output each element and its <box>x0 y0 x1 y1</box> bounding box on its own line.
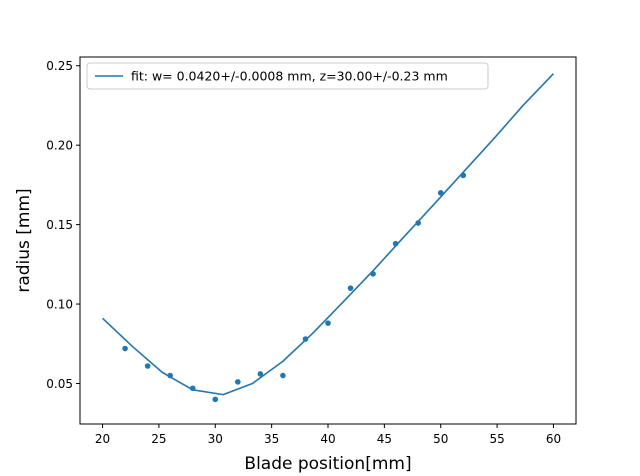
legend: fit: w= 0.0420+/-0.0008 mm, z=30.00+/-0.… <box>86 62 489 90</box>
legend-label: fit: w= 0.0420+/-0.0008 mm, z=30.00+/-0.… <box>131 69 448 84</box>
data-point <box>325 320 331 326</box>
x-tick-label: 20 <box>95 432 110 446</box>
y-tick-label: 0.15 <box>46 218 73 232</box>
x-tick-label: 45 <box>377 432 392 446</box>
data-point <box>347 285 354 291</box>
x-tick-label: 30 <box>208 432 223 446</box>
x-tick-label: 35 <box>264 432 279 446</box>
x-tick-label: 55 <box>489 432 504 446</box>
x-tick-label: 40 <box>320 432 335 446</box>
axes: 20 25 30 35 40 45 50 55 60 0.05 0.10 0.15 0.20 0.25 <box>46 56 577 446</box>
legend-box <box>86 62 489 90</box>
x-tick-label: 60 <box>546 432 561 446</box>
y-tick-label: 0.05 <box>46 377 73 391</box>
y-axis-label: radius [mm] <box>14 188 34 292</box>
plot-area <box>102 73 555 403</box>
data-point <box>212 396 219 403</box>
y-tick-label: 0.25 <box>46 59 73 73</box>
data-point <box>257 371 264 377</box>
data-point <box>415 220 421 226</box>
x-axis-label: Blade position[mm] <box>244 454 411 474</box>
x-tick-label: 50 <box>433 432 448 446</box>
y-tick-label: 0.20 <box>46 139 73 153</box>
fit-line <box>102 73 555 396</box>
data-point <box>280 372 286 379</box>
x-tick-label: 25 <box>151 432 166 446</box>
data-point <box>144 363 151 369</box>
data-point <box>235 379 241 385</box>
data-point <box>122 345 128 352</box>
y-tick-label: 0.10 <box>46 298 73 312</box>
